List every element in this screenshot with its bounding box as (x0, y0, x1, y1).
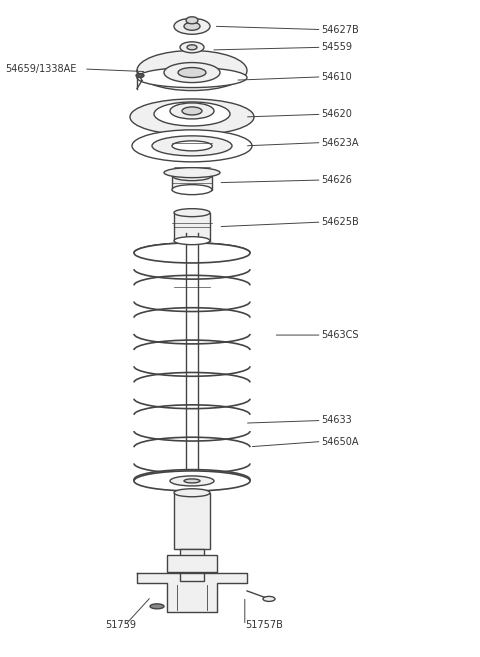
Bar (167, 555, 217, 572)
Text: 54633: 54633 (322, 415, 352, 426)
Ellipse shape (174, 489, 210, 497)
Bar (172, 175, 212, 190)
Ellipse shape (174, 237, 210, 244)
Ellipse shape (134, 243, 250, 263)
Ellipse shape (132, 130, 252, 162)
Text: 54627B: 54627B (322, 24, 360, 35)
Bar (174, 213, 210, 240)
Text: 51757B: 51757B (245, 620, 283, 631)
Text: 54559: 54559 (322, 42, 353, 53)
Ellipse shape (137, 68, 247, 87)
Ellipse shape (154, 102, 230, 126)
Text: 51759: 51759 (106, 620, 137, 631)
Ellipse shape (172, 171, 212, 181)
Ellipse shape (170, 476, 214, 486)
Bar (174, 493, 210, 549)
Text: 54659/1338AE: 54659/1338AE (5, 64, 76, 74)
Ellipse shape (174, 209, 210, 217)
Ellipse shape (150, 604, 164, 609)
Ellipse shape (184, 22, 200, 30)
Ellipse shape (152, 136, 232, 156)
Text: 54623A: 54623A (322, 137, 359, 148)
Ellipse shape (174, 18, 210, 34)
Text: 54626: 54626 (322, 175, 352, 185)
Ellipse shape (130, 99, 254, 135)
Ellipse shape (164, 168, 220, 177)
Text: 54625B: 54625B (322, 217, 360, 227)
Ellipse shape (164, 62, 220, 83)
Ellipse shape (137, 51, 247, 91)
Polygon shape (137, 573, 247, 612)
Ellipse shape (184, 479, 200, 483)
Ellipse shape (134, 471, 250, 491)
Bar (180, 549, 204, 581)
Ellipse shape (178, 68, 206, 78)
Ellipse shape (170, 103, 214, 119)
Text: 5463CS: 5463CS (322, 330, 359, 340)
Text: 54620: 54620 (322, 109, 352, 120)
Text: 54650A: 54650A (322, 436, 359, 447)
Ellipse shape (182, 107, 202, 115)
Text: 54610: 54610 (322, 72, 352, 82)
Ellipse shape (134, 470, 250, 489)
Ellipse shape (172, 185, 212, 194)
Ellipse shape (180, 42, 204, 53)
Ellipse shape (136, 74, 144, 78)
Ellipse shape (186, 17, 198, 24)
Ellipse shape (263, 597, 275, 601)
Ellipse shape (187, 45, 197, 50)
Ellipse shape (172, 141, 212, 151)
